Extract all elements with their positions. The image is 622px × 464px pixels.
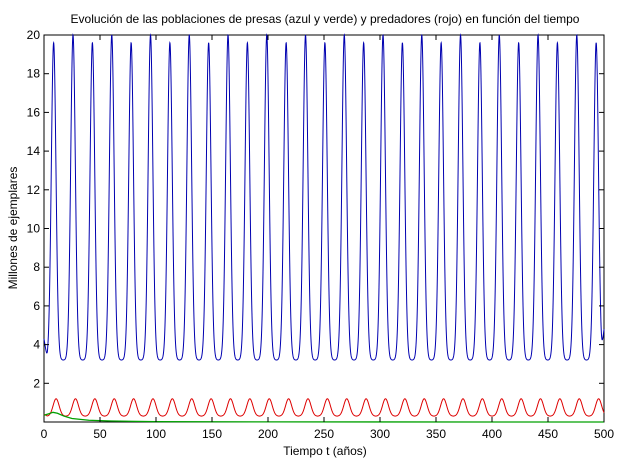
y-tick-label: 6 (33, 299, 40, 313)
y-tick-label: 2 (33, 376, 40, 390)
x-tick-label: 150 (202, 427, 222, 441)
x-tick-label: 450 (538, 427, 558, 441)
series-red-line (43, 398, 605, 417)
x-tick-label: 350 (426, 427, 446, 441)
plot-area (43, 33, 605, 423)
x-tick-label: 400 (482, 427, 502, 441)
y-tick-label: 12 (27, 183, 41, 197)
x-tick-label: 500 (594, 427, 614, 441)
plot-frame (43, 34, 605, 423)
y-axis-label: Millones de ejemplares (6, 167, 20, 290)
x-tick-label: 200 (258, 427, 278, 441)
ticks-layer (43, 34, 605, 422)
x-tick-label: 250 (314, 427, 334, 441)
y-tick-label: 20 (27, 28, 41, 42)
y-tick-label: 16 (27, 105, 41, 119)
x-tick-labels: 0 50 100 150 200 250 300 350 400 450 500 (41, 427, 615, 441)
x-tick-label: 50 (93, 427, 107, 441)
x-tick-label: 0 (41, 427, 48, 441)
x-tick-label: 300 (370, 427, 390, 441)
x-axis-label: Tiempo t (años) (283, 444, 367, 458)
y-tick-label: 10 (27, 222, 41, 236)
series-blue-line (43, 33, 605, 361)
chart-title: Evolución de las poblaciones de presas (… (71, 12, 580, 26)
x-tick-label: 100 (146, 427, 166, 441)
y-tick-label: 18 (27, 67, 41, 81)
y-tick-label: 4 (33, 338, 40, 352)
y-tick-labels: 2 4 6 8 10 12 14 16 18 20 (27, 28, 41, 390)
y-tick-label: 8 (33, 260, 40, 274)
y-tick-label: 14 (27, 144, 41, 158)
